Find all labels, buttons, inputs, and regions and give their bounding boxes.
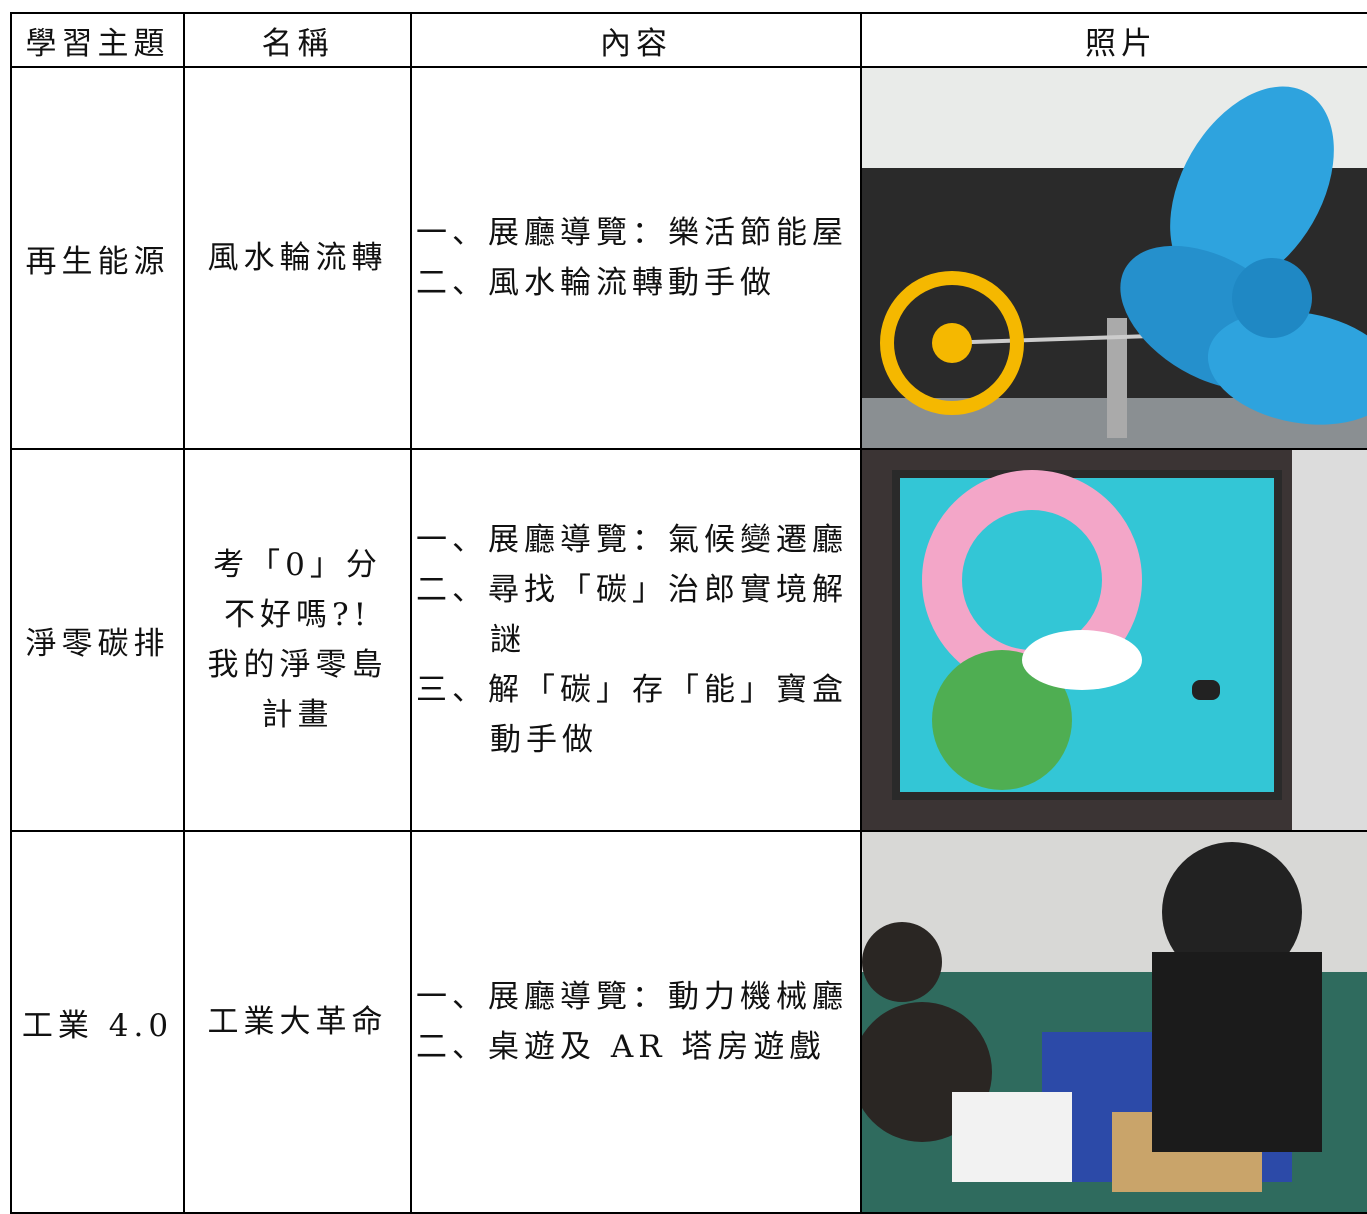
content-cell: 一、展廳導覽：氣候變遷廳二、尋找「碳」治郎實境解謎 三、解「碳」存「能」寶盒動手做 bbox=[410, 448, 862, 832]
photo-cell bbox=[860, 448, 1367, 832]
table-row: 淨零碳排 考「0」分不好嗎?! 我的淨零島計畫 一、展廳導覽：氣候變遷廳二、尋找「碳… bbox=[10, 448, 1367, 832]
photo-cell bbox=[860, 66, 1367, 450]
content-item: 一、展廳導覽：樂活節能屋 bbox=[416, 215, 848, 251]
content-cell: 一、展廳導覽：動力機械廳 二、桌遊及 AR 塔房遊戲 bbox=[410, 830, 862, 1214]
content-cell: 一、展廳導覽：樂活節能屋 二、風水輪流轉動手做 bbox=[410, 66, 862, 450]
header-cell: 學習主題 bbox=[10, 12, 185, 68]
photo-classroom bbox=[863, 833, 1367, 1211]
header-cell: 名稱 bbox=[183, 12, 412, 68]
content-item: 一、展廳導覽：氣候變遷廳 bbox=[416, 522, 848, 558]
content-item: 二、桌遊及 AR 塔房遊戲 bbox=[416, 1029, 826, 1065]
theme-cell: 工業 4.0 bbox=[10, 830, 185, 1214]
header-cell: 內容 bbox=[410, 12, 862, 68]
photo-fan bbox=[863, 69, 1367, 447]
activity-table: 學習主題 名稱 內容 照片 再生能源 風水輪流轉 一、展廳導覽：樂活節能屋 二、風水輪流轉動… bbox=[10, 12, 1367, 1214]
header-cell: 照片 bbox=[860, 12, 1367, 68]
photo-cell bbox=[860, 830, 1367, 1214]
content-item: 一、展廳導覽：動力機械廳 bbox=[416, 979, 848, 1015]
content-item: 三、解「碳」存「能」寶盒動手做 bbox=[416, 672, 848, 758]
theme-cell: 淨零碳排 bbox=[10, 448, 185, 832]
table-row: 工業 4.0 工業大革命 一、展廳導覽：動力機械廳 二、桌遊及 AR 塔房遊戲 bbox=[10, 830, 1367, 1214]
header-row: 學習主題 名稱 內容 照片 bbox=[10, 12, 1367, 68]
theme-cell: 再生能源 bbox=[10, 66, 185, 450]
photo-screen bbox=[863, 451, 1367, 829]
name-cell: 考「0」分不好嗎?! 我的淨零島計畫 bbox=[183, 448, 412, 832]
content-item: 二、風水輪流轉動手做 bbox=[416, 265, 776, 301]
name-cell: 工業大革命 bbox=[183, 830, 412, 1214]
table-row: 再生能源 風水輪流轉 一、展廳導覽：樂活節能屋 二、風水輪流轉動手做 bbox=[10, 66, 1367, 450]
table-body: 再生能源 風水輪流轉 一、展廳導覽：樂活節能屋 二、風水輪流轉動手做 淨零碳排 考「0」… bbox=[10, 66, 1367, 1214]
content-item: 二、尋找「碳」治郎實境解謎 bbox=[416, 572, 848, 658]
name-cell: 風水輪流轉 bbox=[183, 66, 412, 450]
